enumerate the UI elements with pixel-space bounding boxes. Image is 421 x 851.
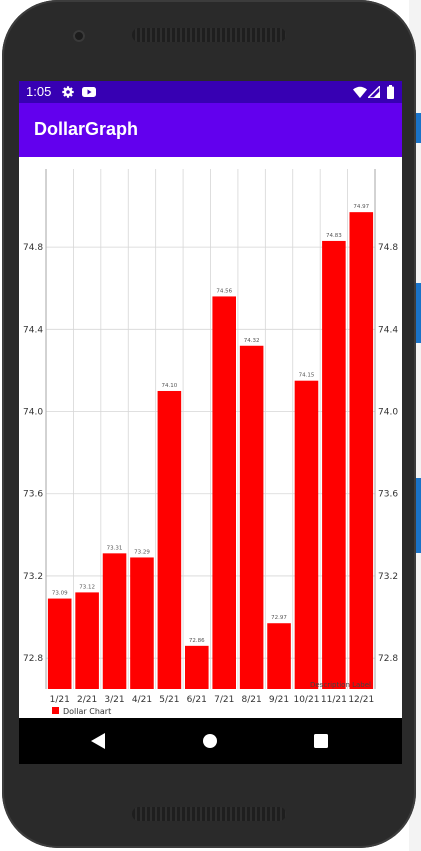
- chart-grid: [45, 169, 376, 689]
- x-axis-tick-label: 5/21: [159, 695, 179, 705]
- home-icon[interactable]: [202, 733, 218, 749]
- y-axis-right-tick-label: 74.4: [378, 325, 398, 335]
- y-axis-left-tick-label: 74.0: [23, 408, 43, 418]
- x-axis-tick-label: 7/21: [214, 695, 234, 705]
- x-axis-tick-label: 2/21: [77, 695, 97, 705]
- bar-value-label: 73.31: [107, 545, 123, 551]
- bar-value-label: 74.10: [162, 383, 178, 389]
- navigation-bar: [19, 718, 402, 764]
- chart-bar: [75, 592, 99, 689]
- chart-bar: [322, 240, 346, 689]
- chart-bar: [102, 553, 127, 689]
- y-axis-left-tick-label: 72.8: [23, 654, 43, 664]
- recents-icon[interactable]: [314, 734, 328, 748]
- y-axis-left-tick-label: 73.2: [23, 572, 43, 582]
- x-axis-tick-label: 4/21: [132, 695, 152, 705]
- x-axis-tick-label: 1/21: [50, 695, 70, 705]
- y-axis-right-tick-label: 73.6: [378, 490, 398, 500]
- front-camera: [73, 30, 85, 42]
- bar-value-label: 74.97: [353, 204, 369, 210]
- signal-icon: [368, 86, 380, 98]
- edge-accent: [416, 478, 421, 553]
- youtube-icon: [82, 87, 96, 97]
- bar-value-label: 72.97: [271, 615, 287, 621]
- bar-value-label: 74.56: [216, 288, 232, 294]
- chart-bars: [47, 212, 374, 689]
- top-speaker: [132, 28, 286, 42]
- x-axis-tick-label: 10/21: [293, 695, 319, 705]
- y-axis-left-tick-label: 74.4: [23, 325, 43, 335]
- x-axis-tick-label: 12/21: [348, 695, 374, 705]
- bar-value-label: 74.15: [299, 373, 315, 379]
- chart-bar: [239, 345, 264, 689]
- x-axis-tick-label: 8/21: [242, 695, 262, 705]
- dollar-bar-chart[interactable]: 72.8 72.8 73.2 73.2 73.6 73.6 74.0 74.0 74.4 74.4…: [19, 157, 402, 718]
- chart-description-label: Description Label: [310, 681, 371, 689]
- bar-value-label: 72.86: [189, 638, 205, 644]
- y-axis-left-tick-label: 73.6: [23, 490, 43, 500]
- x-axis-tick-label: 11/21: [321, 695, 347, 705]
- chart-labels: 72.8 72.8 73.2 73.2 73.6 73.6 74.0 74.0 74.4 74.4…: [23, 204, 398, 716]
- chart-bar: [185, 645, 209, 689]
- legend-swatch: [52, 707, 59, 714]
- y-axis-right-tick-label: 72.8: [378, 654, 398, 664]
- bar-value-label: 73.09: [52, 591, 68, 597]
- chart-bar: [267, 623, 291, 689]
- legend-label: Dollar Chart: [63, 707, 111, 716]
- back-icon[interactable]: [91, 733, 105, 749]
- gear-icon: [62, 86, 74, 98]
- status-time: 1:05: [26, 84, 52, 99]
- x-axis-tick-label: 6/21: [187, 695, 207, 705]
- wifi-icon: [353, 86, 367, 98]
- chart-bar: [349, 212, 374, 689]
- app-title: DollarGraph: [34, 119, 139, 139]
- edge-accent: [416, 283, 421, 343]
- chart-bar: [212, 296, 236, 689]
- bar-value-label: 73.29: [134, 549, 150, 555]
- chart-bar: [157, 390, 182, 689]
- bottom-speaker: [132, 807, 286, 821]
- x-axis-tick-label: 3/21: [104, 695, 124, 705]
- chart-bar: [130, 557, 154, 689]
- bar-value-label: 73.12: [79, 584, 95, 590]
- y-axis-right-tick-label: 74.0: [378, 408, 398, 418]
- y-axis-right-tick-label: 73.2: [378, 572, 398, 582]
- edge-accent: [416, 113, 421, 143]
- chart-bar: [294, 380, 319, 689]
- chart-canvas: 72.8 72.8 73.2 73.2 73.6 73.6 74.0 74.0 74.4 74.4…: [23, 169, 398, 716]
- y-axis-left-tick-label: 74.8: [23, 243, 43, 253]
- x-axis-tick-label: 9/21: [269, 695, 289, 705]
- bar-value-label: 74.83: [326, 233, 342, 239]
- status-bar: 1:05: [19, 81, 402, 103]
- y-axis-right-tick-label: 74.8: [378, 243, 398, 253]
- device-screen: 1:05: [19, 81, 402, 764]
- phone-frame: 1:05: [2, 0, 416, 848]
- bar-value-label: 74.32: [244, 338, 260, 344]
- battery-icon: [387, 85, 394, 99]
- chart-bar: [47, 598, 72, 689]
- app-bar: DollarGraph: [19, 103, 402, 157]
